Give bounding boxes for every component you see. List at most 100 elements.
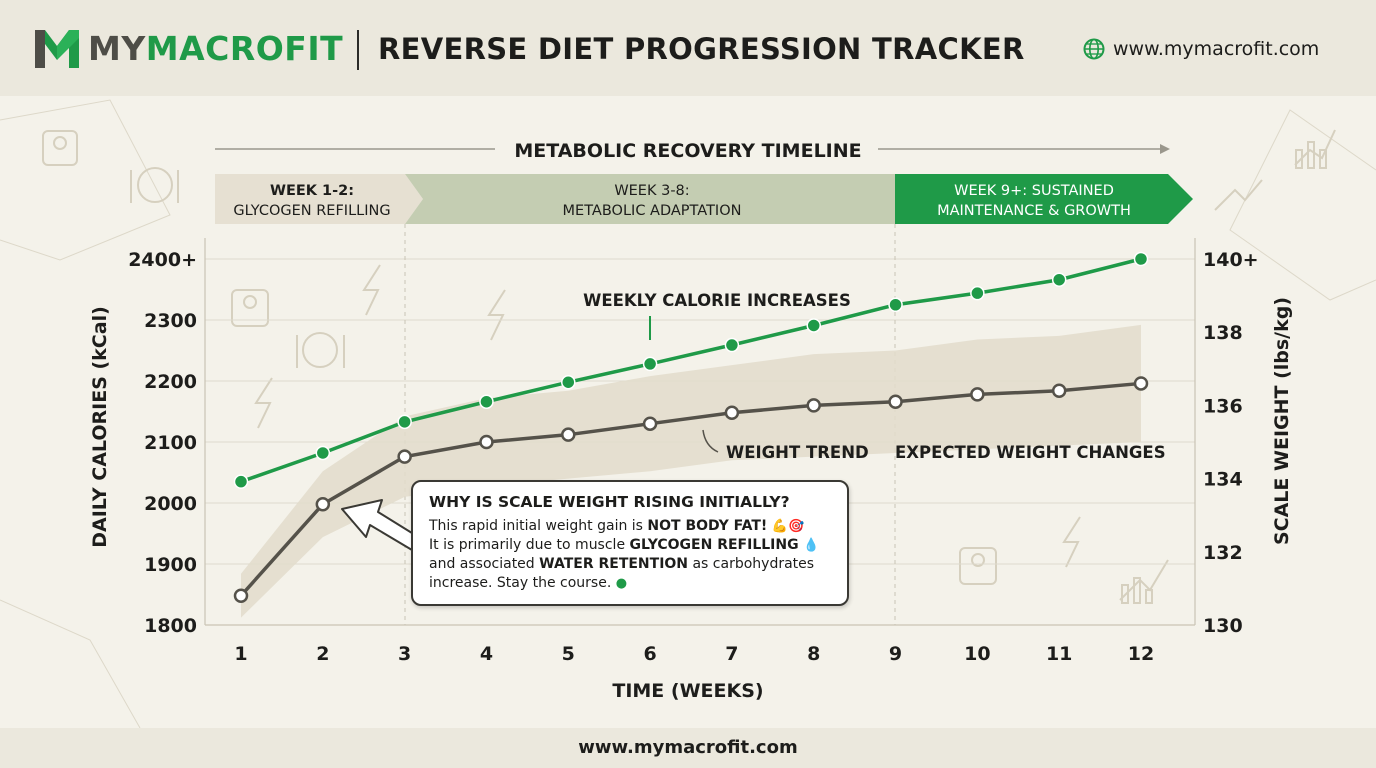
calorie-point [1133, 251, 1149, 267]
calorie-point [806, 318, 821, 333]
phase-band: WEEK 1-2: GLYCOGEN REFILLING WEEK 3-8: M… [215, 174, 1193, 224]
y2-tick-label: 138 [1203, 322, 1243, 344]
y-tick-label: 1800 [144, 615, 197, 637]
footer-website-link[interactable]: www.mymacrofit.com [578, 737, 798, 758]
x-axis-ticks: 1 2 3 4 5 6 7 8 9 10 11 12 [234, 643, 1154, 665]
x-tick-label: 2 [316, 643, 329, 665]
calorie-points [233, 251, 1149, 489]
calorie-point [561, 374, 576, 390]
phase-3-line2: MAINTENANCE & GROWTH [937, 203, 1131, 219]
brand-part-macrofit: MACROFIT [145, 29, 344, 68]
weight-point [315, 496, 331, 512]
y-tick-label: 2200 [144, 371, 197, 393]
left-axis-ticks: 1800 1900 2000 2100 2200 2300 2400+ [128, 249, 197, 637]
x-tick-label: 11 [1046, 643, 1072, 665]
weight-annotation-pointer [702, 429, 719, 453]
calorie-annotation: WEEKLY CALORIE INCREASES [583, 291, 851, 310]
lightning-icon [254, 264, 1081, 568]
y2-tick-label: 130 [1203, 615, 1243, 637]
callout-line-2: It is primarily due to muscle GLYCOGEN R… [429, 537, 820, 553]
weight-point [1133, 376, 1149, 391]
target-icon: 🎯 [787, 519, 805, 534]
x-tick-label: 3 [398, 643, 411, 665]
weight-point [888, 394, 903, 409]
weight-trend-line [239, 381, 1142, 597]
callout-line-4: increase. Stay the course. ● [429, 575, 628, 591]
phase-3-block [895, 174, 1193, 224]
x-tick-label: 4 [480, 643, 493, 665]
x-tick-label: 12 [1128, 643, 1154, 665]
calorie-point [315, 445, 331, 461]
scale-icon [42, 130, 997, 585]
header-divider [357, 30, 359, 70]
x-tick-label: 7 [725, 643, 738, 665]
weight-annotation: WEIGHT TREND [726, 443, 869, 462]
x-tick-label: 6 [643, 643, 656, 665]
weight-point [806, 398, 821, 413]
page-title: REVERSE DIET PROGRESSION TRACKER [378, 32, 1025, 66]
y-tick-label: 2100 [144, 432, 197, 454]
smile-icon: ● [615, 576, 628, 591]
phase-2-line2: METABOLIC ADAPTATION [563, 203, 742, 219]
timeline-title: METABOLIC RECOVERY TIMELINE [514, 140, 861, 162]
weight-point [561, 427, 576, 442]
brand-name: MYMACROFIT [88, 28, 343, 70]
phase-2-line1: WEEK 3-8: [614, 183, 689, 199]
weight-point [642, 416, 658, 431]
website-link[interactable]: www.mymacrofit.com [1113, 38, 1320, 60]
expected-weight-band [241, 324, 1141, 618]
callout-title: WHY IS SCALE WEIGHT RISING INITIALLY? [429, 493, 790, 511]
y-tick-label: 2000 [144, 493, 197, 515]
callout-line-1: This rapid initial weight gain is NOT BO… [429, 518, 805, 534]
footer-bar: www.mymacrofit.com [0, 728, 1376, 768]
x-tick-label: 5 [562, 643, 575, 665]
weight-point [970, 387, 985, 402]
callout-box: WHY IS SCALE WEIGHT RISING INITIALLY? Th… [411, 480, 849, 606]
y2-tick-label: 140+ [1203, 249, 1259, 271]
background-decor [0, 99, 1376, 729]
growth-chart-icon [1119, 129, 1336, 604]
weight-point [479, 434, 494, 450]
mymacrofit-logo-icon [35, 30, 79, 68]
x-tick-label: 1 [234, 643, 247, 665]
callout-line-3: and associated WATER RETENTION as carboh… [429, 556, 815, 572]
y-axis-title: DAILY CALORIES (kCal) [89, 306, 111, 548]
y2-tick-label: 136 [1203, 395, 1243, 417]
calorie-point [970, 285, 985, 301]
weight-point [233, 588, 249, 603]
calorie-point [233, 474, 249, 489]
x-tick-label: 8 [807, 643, 820, 665]
phase-3-line1: WEEK 9+: SUSTAINED [954, 183, 1114, 199]
y2-axis-title: SCALE WEIGHT (lbs/kg) [1271, 297, 1293, 545]
header-bar [0, 0, 1376, 96]
muscle-icon: 💪 [771, 519, 788, 534]
phase-2-block [405, 174, 895, 224]
y2-tick-label: 134 [1203, 469, 1243, 491]
calorie-point [479, 394, 494, 409]
phase-1-block [215, 174, 423, 224]
phase-1-line1: WEEK 1-2: [270, 183, 354, 199]
calorie-line [240, 257, 1142, 484]
plate-icon [130, 167, 345, 368]
y-tick-label: 1900 [144, 554, 197, 576]
weight-point [397, 449, 412, 464]
x-axis-title: TIME (WEEKS) [612, 680, 763, 702]
y-tick-label: 2400+ [128, 249, 197, 271]
globe-icon [1083, 38, 1105, 60]
calorie-point [724, 337, 740, 353]
brand-part-my: MY [88, 29, 146, 68]
calorie-point [888, 297, 903, 312]
timeline-arrow [215, 144, 1170, 154]
weight-points [233, 376, 1149, 603]
phase-1-line2: GLYCOGEN REFILLING [233, 203, 390, 219]
calorie-point [1051, 272, 1067, 287]
weight-point [724, 405, 740, 420]
y2-tick-label: 132 [1203, 542, 1243, 564]
y-tick-label: 2300 [144, 310, 197, 332]
water-drop-icon: 💧 [803, 538, 820, 553]
x-tick-label: 10 [964, 643, 990, 665]
calorie-point [397, 414, 412, 430]
right-axis-ticks: 130 132 134 136 138 140+ [1203, 249, 1259, 637]
